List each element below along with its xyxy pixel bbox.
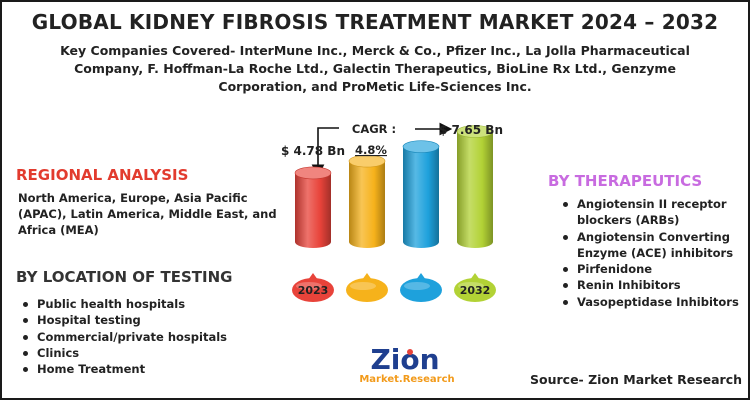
year-label: 2032 [460, 284, 491, 297]
year-label: 2023 [298, 284, 329, 297]
key-companies-text: Key Companies Covered- InterMune Inc., M… [60, 43, 690, 94]
bar-body [457, 131, 493, 248]
zion-logo: Zion Market.Research [359, 343, 454, 385]
therapeutics-heading: BY THERAPEUTICS [548, 172, 703, 190]
logo-name-text: Zion [370, 343, 439, 376]
bar-body [295, 172, 331, 248]
bar-top [348, 154, 386, 168]
list-item: Angiotensin II receptor blockers (ARBs) [560, 196, 744, 229]
list-item: Commercial/private hospitals [20, 329, 280, 345]
bar-body [403, 146, 439, 248]
marker-ellipse [346, 278, 388, 302]
page-title: GLOBAL KIDNEY FIBROSIS TREATMENT MARKET … [31, 10, 719, 34]
year-marker-1: 2023 [292, 273, 334, 302]
chart-labels: $ 4.78 Bn $ 7.65 Bn CAGR : 4.8% [281, 122, 503, 158]
bar-body [349, 161, 385, 248]
regional-analysis-heading: REGIONAL ANALYSIS [16, 166, 189, 184]
value-label-start: $ 4.78 Bn [281, 144, 345, 158]
list-item: Vasopeptidase Inhibitors [560, 294, 744, 310]
year-marker-3 [400, 273, 442, 302]
list-item: Clinics [20, 345, 280, 361]
year-markers: 2023 2032 [292, 273, 496, 302]
bar-top [294, 166, 332, 180]
location-of-testing-heading: BY LOCATION OF TESTING [16, 268, 233, 286]
list-item: Renin Inhibitors [560, 277, 744, 293]
year-marker-4: 2032 [454, 273, 496, 302]
bar-1 [294, 166, 332, 248]
source-text: Source- Zion Market Research [530, 372, 743, 387]
cagr-arrows [311, 122, 453, 178]
down-arrow [311, 127, 339, 178]
list-item: Angiotensin Converting Enzyme (ACE) inhi… [560, 229, 744, 262]
marker-highlight [296, 282, 322, 290]
therapeutics-list: Angiotensin II receptor blockers (ARBs) … [560, 196, 744, 310]
list-item: Pirfenidone [560, 261, 744, 277]
market-growth-chart: 2023 2032 $ 4.78 Bn $ 7.65 Bn CAGR : 4.8% [281, 122, 503, 302]
bar-top [402, 140, 440, 153]
logo-sub-text: Market.Research [359, 374, 454, 385]
marker-highlight [350, 282, 376, 290]
value-label-end: $ 7.65 Bn [439, 123, 503, 137]
marker-highlight [458, 282, 484, 290]
list-item: Home Treatment [20, 361, 280, 377]
bar-2 [348, 154, 386, 248]
bars-group [294, 125, 494, 248]
marker-ellipse [400, 278, 442, 302]
bar-3 [402, 140, 440, 248]
marker-ellipse [454, 278, 496, 302]
year-marker-2 [346, 273, 388, 302]
list-item: Public health hospitals [20, 296, 280, 312]
marker-highlight [404, 282, 430, 290]
regional-analysis-text: North America, Europe, Asia Pacific (APA… [18, 191, 277, 237]
bar-top [456, 125, 494, 138]
cagr-value: 4.8% [355, 143, 387, 157]
marker-ellipse [292, 278, 334, 302]
location-of-testing-list: Public health hospitals Hospital testing… [20, 296, 280, 377]
logo-dot [407, 349, 413, 355]
bar-4 [456, 125, 494, 248]
list-item: Hospital testing [20, 312, 280, 328]
cagr-label: CAGR : [352, 122, 396, 136]
